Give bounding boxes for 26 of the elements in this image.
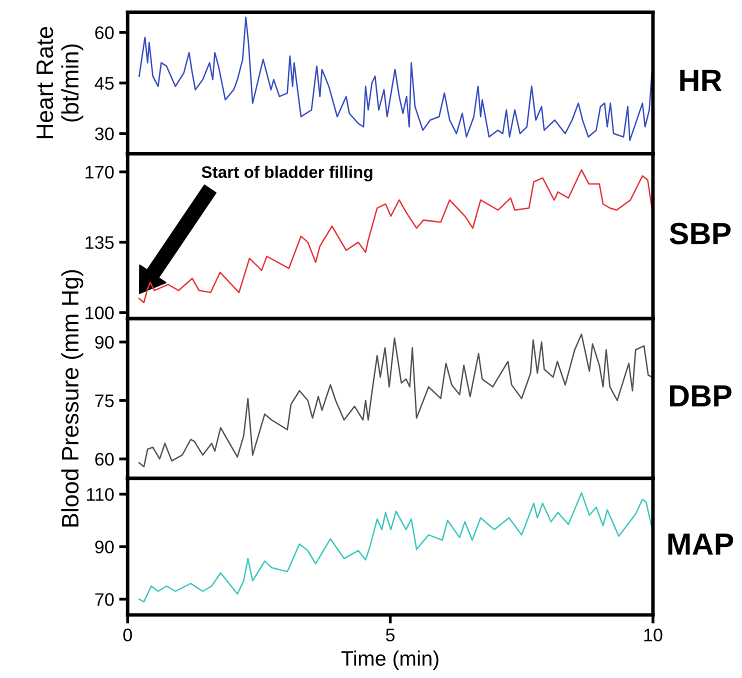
- x-tick-label: 0: [123, 628, 132, 642]
- text: DBP: [670, 385, 732, 406]
- y-tick-label: 45: [94, 77, 114, 90]
- y-tick-label: 90: [95, 540, 114, 554]
- y-axis-title: Blood Pressure (mm Hg): [61, 270, 84, 526]
- line-series: [138, 16, 653, 141]
- y-tick-label: 100: [86, 306, 114, 320]
- y-axis-title: Heart Rate (bt/min): [36, 26, 84, 138]
- x-axis-title: Time (min): [341, 650, 438, 670]
- y-tick-label: 110: [87, 488, 114, 501]
- annotation: Start of bladder filling: [202, 166, 372, 182]
- y-tick-label: 70: [95, 593, 114, 606]
- y-tick-label: 75: [95, 394, 114, 408]
- y-tick-label: 30: [95, 127, 114, 140]
- text: MAP: [668, 534, 734, 555]
- text: HR: [680, 70, 722, 91]
- y-tick-label: 60: [95, 26, 114, 40]
- line-series: [138, 334, 653, 468]
- x-tick-label: 5: [386, 628, 395, 642]
- y-tick-label: 170: [86, 166, 114, 179]
- x-tick-label: 10: [644, 628, 662, 642]
- y-tick-label: 90: [95, 336, 114, 349]
- line-series: [138, 492, 652, 603]
- y-tick-label: 60: [95, 452, 114, 466]
- y-tick-label: 135: [86, 236, 114, 249]
- text: SBP: [670, 222, 731, 244]
